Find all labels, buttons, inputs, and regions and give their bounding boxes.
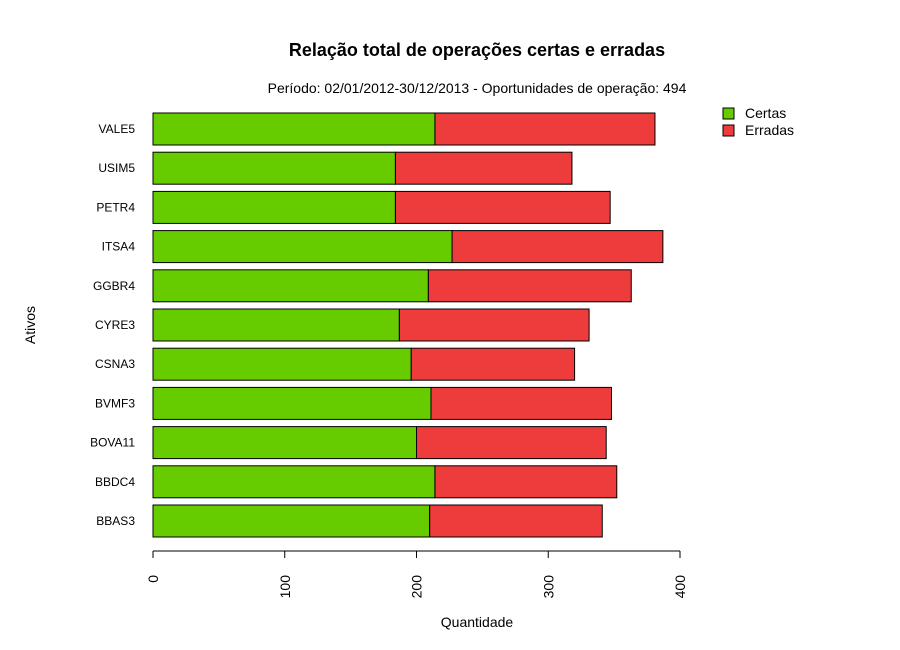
bar-bova11-erradas (416, 426, 607, 460)
bar-bbas3-erradas (429, 504, 603, 538)
category-label-itsa4: ITSA4 (102, 240, 136, 254)
bar-usim5-certas (152, 151, 396, 185)
bars-group (152, 112, 664, 538)
category-label-bbdc4: BBDC4 (95, 475, 135, 489)
y-axis-title: Ativos (22, 306, 38, 344)
x-tick-label-200: 200 (409, 575, 425, 599)
legend-label-erradas: Erradas (745, 122, 794, 138)
bar-csna3-certas (152, 347, 412, 381)
category-labels: BBAS3 BBDC4 BOVA11 BVMF3 CSNA3 CYRE3 GGBR4 ITSA… (90, 122, 135, 528)
category-label-bbas3: BBAS3 (96, 514, 135, 528)
bar-bbdc4-certas (152, 465, 436, 499)
category-label-vale5: VALE5 (99, 122, 136, 136)
category-label-ggbr4: GGBR4 (93, 279, 135, 293)
bar-itsa4-erradas (451, 230, 664, 264)
bar-ggbr4-erradas (427, 269, 632, 303)
bar-vale5-erradas (434, 112, 656, 146)
x-axis-title: Quantidade (441, 614, 514, 630)
bar-petr4-erradas (394, 190, 611, 224)
bar-bvmf3-certas (152, 386, 432, 420)
category-label-bvmf3: BVMF3 (95, 396, 135, 410)
bar-bbdc4-erradas (434, 465, 618, 499)
chart-title: Relação total de operações certas e erra… (289, 40, 665, 60)
category-label-csna3: CSNA3 (95, 357, 135, 371)
chart-subtitle: Período: 02/01/2012-30/12/2013 - Oportun… (268, 80, 687, 96)
x-axis: 0 100 200 300 400 (145, 550, 688, 599)
legend-label-certas: Certas (745, 105, 786, 121)
bar-bvmf3-erradas (430, 386, 612, 420)
bar-itsa4-certas (152, 230, 453, 264)
legend-swatch-certas (722, 107, 735, 120)
x-tick-label-100: 100 (277, 575, 293, 599)
bar-csna3-erradas (410, 347, 576, 381)
bar-cyre3-certas (152, 308, 400, 342)
legend-swatch-erradas (722, 124, 735, 137)
bar-cyre3-erradas (398, 308, 590, 342)
bar-petr4-certas (152, 190, 396, 224)
category-label-cyre3: CYRE3 (95, 318, 135, 332)
bar-ggbr4-certas (152, 269, 429, 303)
category-label-petr4: PETR4 (96, 200, 135, 214)
x-tick-label-0: 0 (145, 575, 161, 583)
x-tick-label-300: 300 (540, 575, 556, 599)
category-label-bova11: BOVA11 (90, 436, 135, 450)
bar-usim5-erradas (394, 151, 573, 185)
category-label-usim5: USIM5 (98, 161, 135, 175)
bar-bbas3-certas (152, 504, 431, 538)
bar-bova11-certas (152, 426, 417, 460)
bar-vale5-certas (152, 112, 436, 146)
x-tick-label-400: 400 (672, 575, 688, 599)
